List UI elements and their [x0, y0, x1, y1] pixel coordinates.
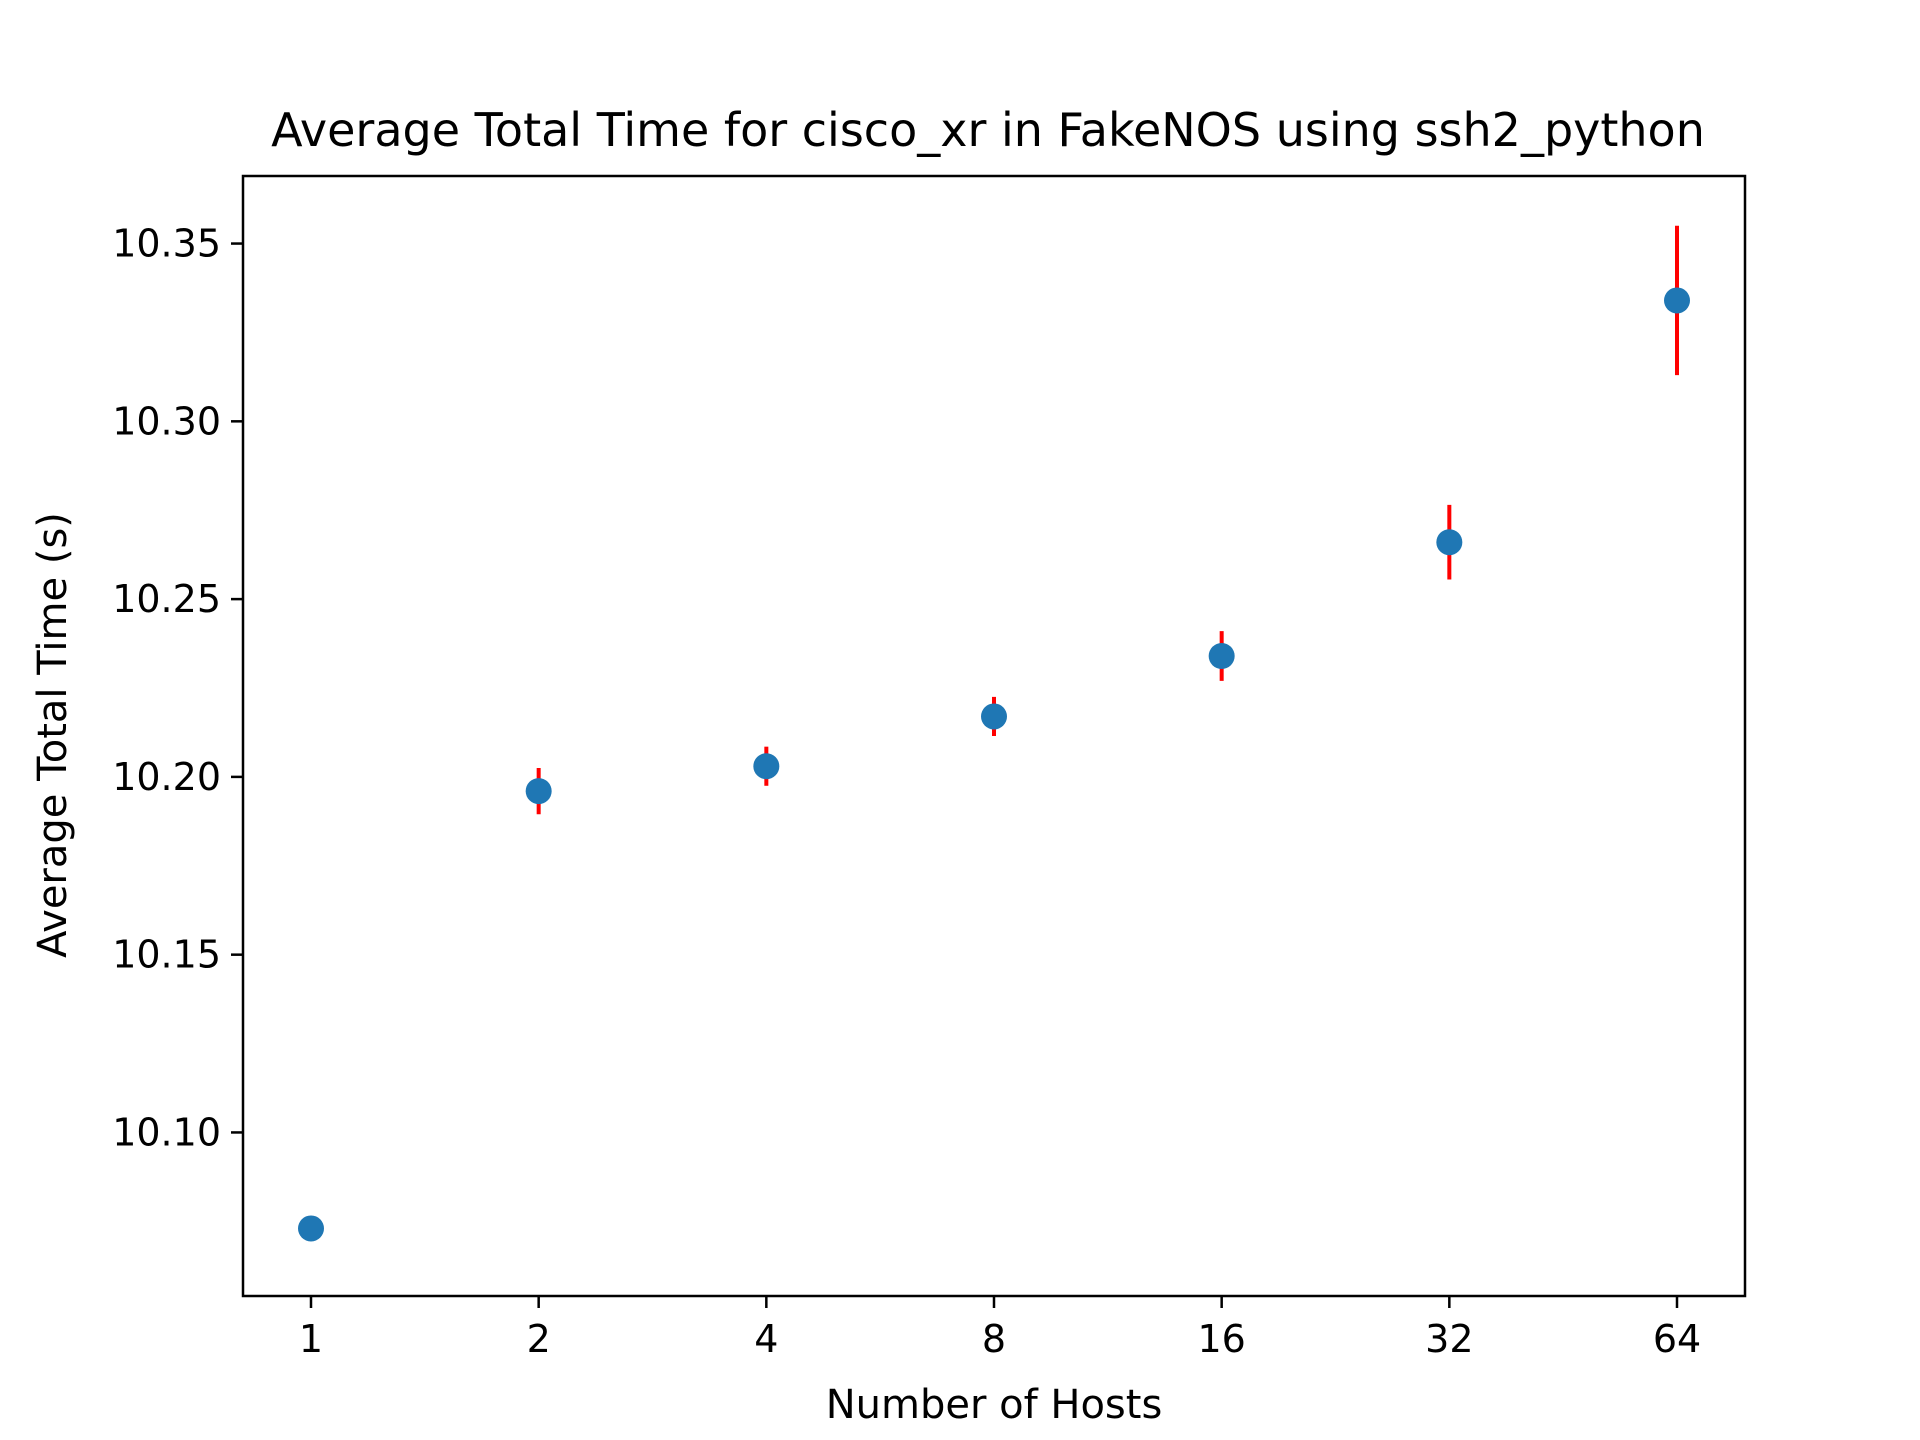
x-tick-label: 64 — [1653, 1317, 1701, 1361]
data-point — [753, 753, 780, 780]
data-point — [981, 703, 1007, 730]
data-point — [298, 1215, 324, 1242]
data-point — [1436, 529, 1463, 556]
y-axis: 10.10 10.15 10.20 10.25 10.30 10.35 — [112, 222, 243, 1154]
x-tick-label: 32 — [1425, 1317, 1473, 1361]
data-point — [1664, 287, 1690, 314]
x-tick-label: 2 — [527, 1317, 551, 1361]
x-tick-label: 8 — [982, 1317, 1006, 1361]
x-tick-label: 16 — [1197, 1317, 1245, 1361]
plot-area — [298, 225, 1690, 1242]
data-point — [1208, 643, 1235, 669]
x-axis: 1 2 4 8 16 32 64 — [299, 1296, 1701, 1361]
y-tick-label: 10.10 — [112, 1110, 221, 1154]
chart-title: Average Total Time for cisco_xr in FakeN… — [271, 103, 1705, 157]
x-tick-label: 4 — [754, 1317, 778, 1361]
y-tick-label: 10.30 — [112, 399, 221, 443]
y-axis-label: Average Total Time (s) — [30, 512, 76, 958]
y-tick-label: 10.35 — [112, 222, 221, 266]
y-tick-label: 10.20 — [112, 755, 221, 799]
y-tick-label: 10.15 — [112, 933, 221, 977]
data-point — [525, 778, 552, 805]
y-tick-label: 10.25 — [112, 577, 221, 621]
x-axis-label: Number of Hosts — [826, 1382, 1163, 1428]
x-tick-label: 1 — [299, 1317, 323, 1361]
